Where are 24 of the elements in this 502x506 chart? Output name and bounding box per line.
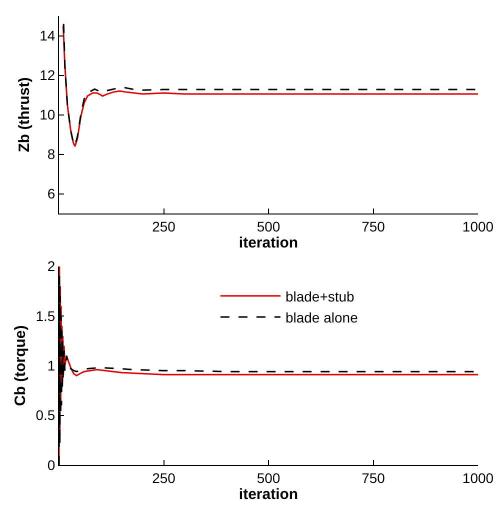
x-tick-label: 1000 (462, 218, 494, 234)
y-tick-label: 2 (47, 258, 56, 274)
y-tick-label: 14 (40, 28, 56, 44)
y-tick-label: 0 (47, 456, 56, 473)
y-tick-label: 0.5 (36, 407, 56, 424)
x-tick-label: 1000 (462, 470, 494, 486)
x-axis-title: iteration (238, 486, 298, 503)
y-tick-label: 8 (47, 146, 56, 162)
x-tick-label: 250 (152, 470, 176, 486)
y-axis-title: Zb (thrust) (16, 77, 33, 152)
y-tick-label: 1.5 (36, 308, 56, 324)
y-tick-label: 1 (47, 358, 56, 374)
x-tick-label: 750 (362, 218, 386, 234)
y-tick-label: 10 (40, 106, 56, 123)
x-axis-title: iteration (238, 234, 298, 252)
x-tick-label: 500 (256, 470, 280, 486)
y-axis-title: Cb (torque) (12, 325, 29, 406)
y-tick-label: 12 (40, 67, 56, 84)
legend-label: blade alone (285, 309, 358, 326)
y-tick-label: 6 (47, 186, 56, 202)
x-tick-label: 750 (362, 470, 386, 486)
legend-label: blade+stub (285, 288, 355, 304)
x-tick-label: 250 (152, 218, 176, 234)
x-tick-label: 500 (256, 218, 280, 234)
